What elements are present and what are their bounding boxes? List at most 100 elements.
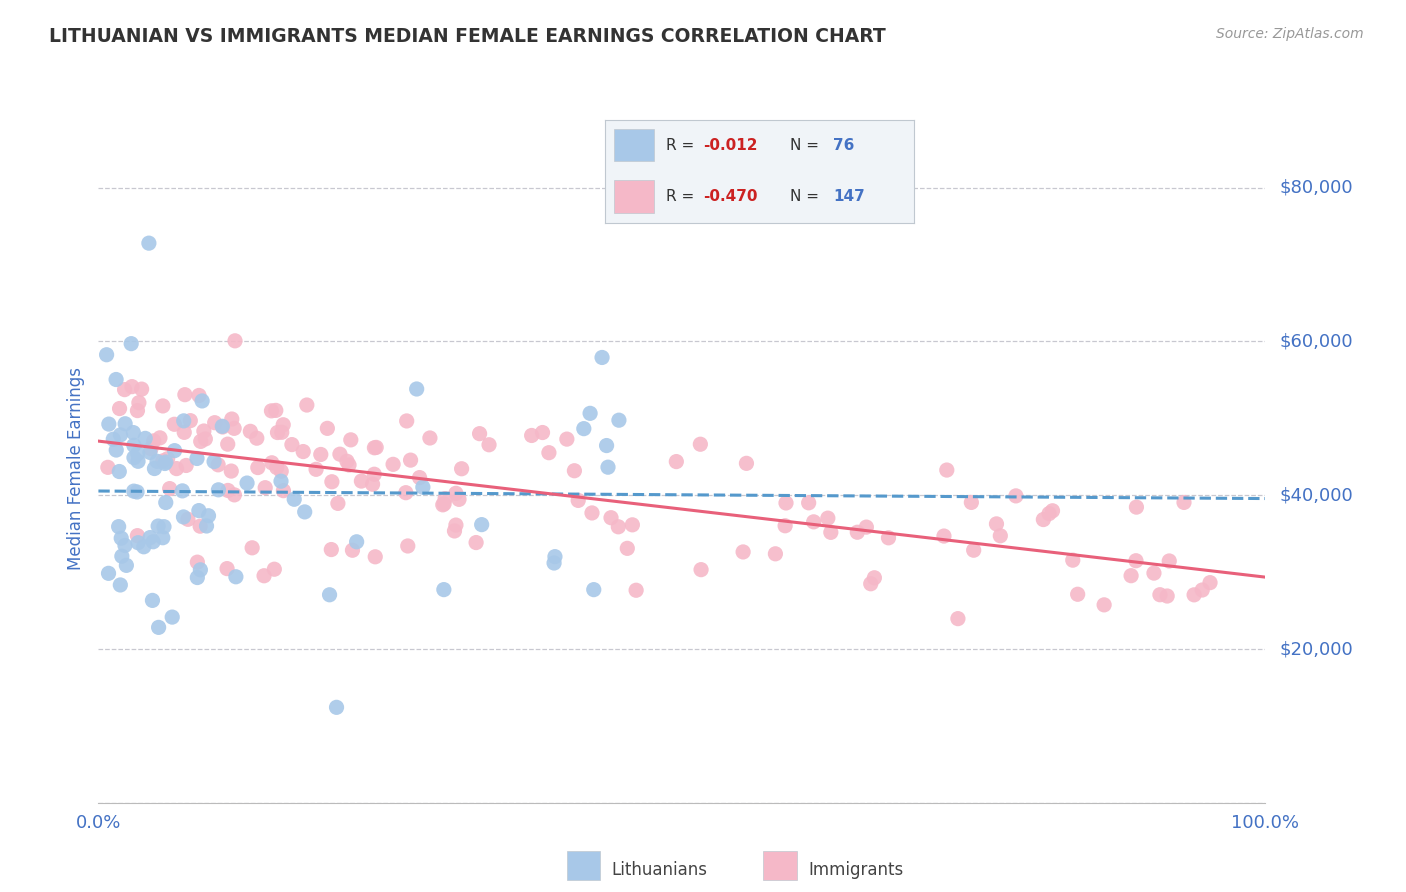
Point	[211, 419, 233, 434]
Point	[567, 493, 589, 508]
Point	[932, 529, 955, 543]
Point	[321, 475, 343, 489]
Point	[1159, 554, 1181, 568]
Point	[193, 424, 215, 438]
Point	[595, 439, 617, 453]
Point	[340, 433, 363, 447]
FancyBboxPatch shape	[614, 180, 654, 212]
Point	[1125, 554, 1147, 568]
Point	[735, 456, 758, 470]
Point	[963, 543, 986, 558]
Point	[177, 512, 200, 526]
FancyBboxPatch shape	[567, 851, 600, 880]
Point	[160, 610, 183, 624]
Point	[396, 539, 419, 553]
FancyBboxPatch shape	[614, 128, 654, 161]
Point	[122, 425, 145, 440]
Point	[122, 450, 145, 465]
Point	[271, 417, 294, 432]
Point	[382, 458, 405, 472]
Point	[346, 534, 368, 549]
Point	[537, 446, 560, 460]
Point	[988, 529, 1011, 543]
Point	[433, 497, 456, 511]
Point	[935, 463, 957, 477]
Point	[1182, 588, 1205, 602]
Point	[174, 458, 197, 473]
Point	[188, 388, 211, 402]
Point	[149, 431, 172, 445]
Point	[187, 503, 209, 517]
Point	[471, 517, 494, 532]
Point	[1005, 489, 1028, 503]
Point	[582, 582, 605, 597]
Point	[450, 462, 472, 476]
Point	[1156, 589, 1178, 603]
Point	[1062, 553, 1084, 567]
Point	[138, 236, 160, 251]
Y-axis label: Median Female Earnings: Median Female Earnings	[66, 367, 84, 570]
Point	[152, 454, 174, 468]
Point	[217, 483, 239, 498]
Point	[689, 437, 711, 451]
Point	[107, 519, 129, 533]
Point	[114, 538, 136, 552]
Point	[195, 519, 218, 533]
Point	[204, 416, 226, 430]
Point	[433, 582, 456, 597]
Point	[572, 422, 595, 436]
Point	[443, 524, 465, 538]
Point	[544, 549, 567, 564]
Point	[120, 336, 142, 351]
Point	[225, 570, 247, 584]
Point	[155, 455, 177, 469]
Point	[621, 517, 644, 532]
Point	[434, 491, 457, 506]
Point	[986, 516, 1008, 531]
Point	[97, 460, 120, 475]
Point	[337, 458, 360, 472]
Point	[114, 383, 136, 397]
Point	[146, 454, 169, 468]
Point	[191, 393, 214, 408]
Point	[202, 454, 225, 468]
Point	[520, 428, 543, 442]
Point	[122, 438, 145, 452]
Point	[122, 484, 145, 499]
Point	[283, 492, 305, 507]
Point	[207, 458, 229, 472]
Point	[127, 528, 149, 542]
Point	[564, 464, 586, 478]
Point	[173, 425, 195, 440]
Point	[596, 460, 619, 475]
Point	[468, 426, 491, 441]
Point	[326, 496, 349, 510]
Point	[224, 334, 246, 348]
Text: 147: 147	[834, 189, 865, 204]
Point	[447, 492, 470, 507]
Point	[115, 558, 138, 573]
Point	[97, 417, 120, 431]
Text: Lithuanians: Lithuanians	[612, 861, 707, 879]
Point	[264, 403, 287, 417]
Point	[153, 519, 176, 533]
Point	[153, 457, 176, 471]
Point	[281, 437, 304, 451]
Point	[211, 420, 233, 434]
Point	[1092, 598, 1115, 612]
Point	[408, 470, 430, 484]
Point	[318, 588, 340, 602]
Point	[946, 612, 969, 626]
Point	[263, 562, 285, 576]
Text: R =: R =	[666, 189, 700, 204]
Point	[260, 404, 283, 418]
Point	[103, 432, 125, 446]
Point	[366, 441, 388, 455]
Point	[1191, 582, 1213, 597]
Point	[219, 464, 242, 478]
Point	[105, 372, 128, 386]
Point	[465, 535, 488, 549]
Point	[246, 431, 269, 445]
Point	[173, 387, 195, 401]
Point	[110, 578, 132, 592]
